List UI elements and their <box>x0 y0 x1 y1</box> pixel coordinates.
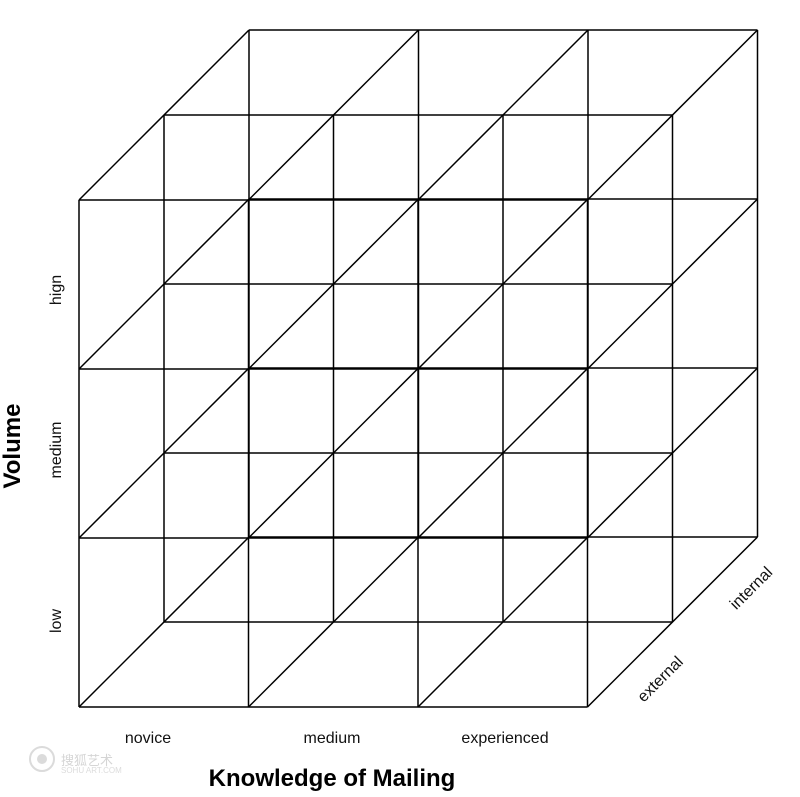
grid-line-depth <box>586 536 759 708</box>
grid-line-depth <box>78 29 250 201</box>
grid-line-depth <box>247 536 420 708</box>
grid-line-depth <box>417 367 589 539</box>
grid-line-depth <box>247 29 420 201</box>
y-tick-medium: medium <box>48 421 65 479</box>
y-tick-low: low <box>48 608 65 634</box>
y-tick-high: hign <box>48 274 65 306</box>
grid-line-depth <box>586 367 759 539</box>
grid-line-depth <box>586 29 759 201</box>
x-tick-medium: medium <box>303 730 361 747</box>
grid-line-depth <box>78 536 250 708</box>
watermark-sub: SOHU ART.COM <box>61 766 122 775</box>
grid-line-depth <box>247 198 420 370</box>
grid-line-depth <box>78 367 250 539</box>
grid-line-depth <box>417 198 589 370</box>
x-axis-title: Knowledge of Mailing <box>208 765 456 792</box>
grid-line-depth <box>417 536 589 708</box>
grid-line-depth <box>417 29 589 201</box>
y-axis-title: Volume <box>0 403 26 489</box>
x-tick-novice: novice <box>124 730 172 747</box>
watermark-text: 搜狐艺术 <box>61 753 114 768</box>
grid-line-depth <box>586 198 759 370</box>
grid-line-depth <box>247 367 420 539</box>
x-tick-experienced: experienced <box>461 730 549 747</box>
watermark: 搜狐艺术 SOHU ART.COM <box>27 744 137 780</box>
watermark-logo-icon <box>29 746 55 772</box>
grid-line-depth <box>78 198 250 370</box>
